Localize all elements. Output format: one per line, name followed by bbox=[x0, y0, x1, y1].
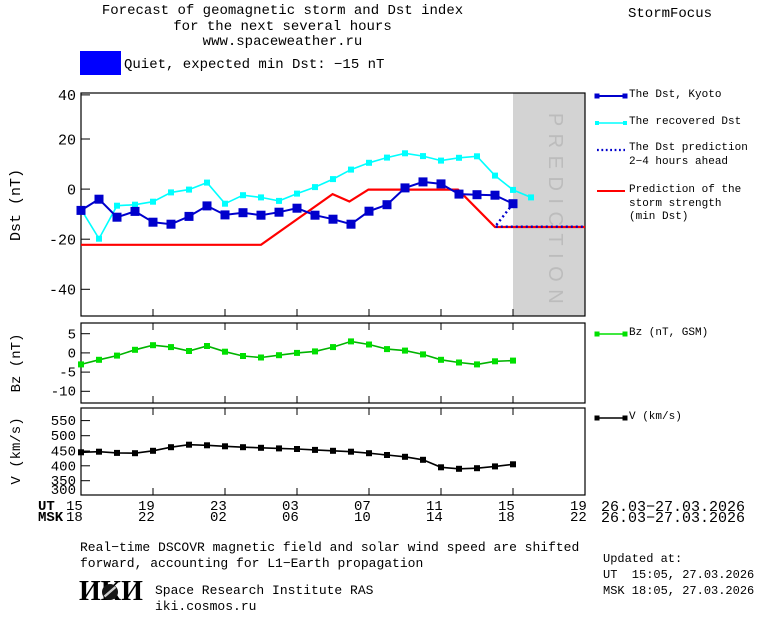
svg-text:550: 550 bbox=[51, 414, 76, 430]
svg-text:0: 0 bbox=[67, 183, 76, 200]
svg-text:PREDICTION: PREDICTION bbox=[544, 113, 566, 311]
svg-text:-5: -5 bbox=[59, 366, 76, 382]
svg-text:Bz (nT): Bz (nT) bbox=[9, 334, 25, 393]
svg-text:0: 0 bbox=[68, 347, 76, 363]
svg-text:500: 500 bbox=[51, 429, 76, 445]
svg-text:20: 20 bbox=[58, 133, 76, 150]
svg-text:-10: -10 bbox=[51, 385, 76, 401]
svg-text:400: 400 bbox=[51, 459, 76, 475]
svg-text:300: 300 bbox=[51, 483, 76, 499]
svg-text:-20: -20 bbox=[49, 233, 76, 250]
svg-text:Dst (nT): Dst (nT) bbox=[8, 169, 25, 241]
svg-text:40: 40 bbox=[58, 88, 76, 105]
svg-text:450: 450 bbox=[51, 445, 76, 461]
svg-text:5: 5 bbox=[68, 328, 76, 344]
svg-text:-40: -40 bbox=[49, 283, 76, 300]
svg-text:V (km/s): V (km/s) bbox=[9, 417, 25, 484]
